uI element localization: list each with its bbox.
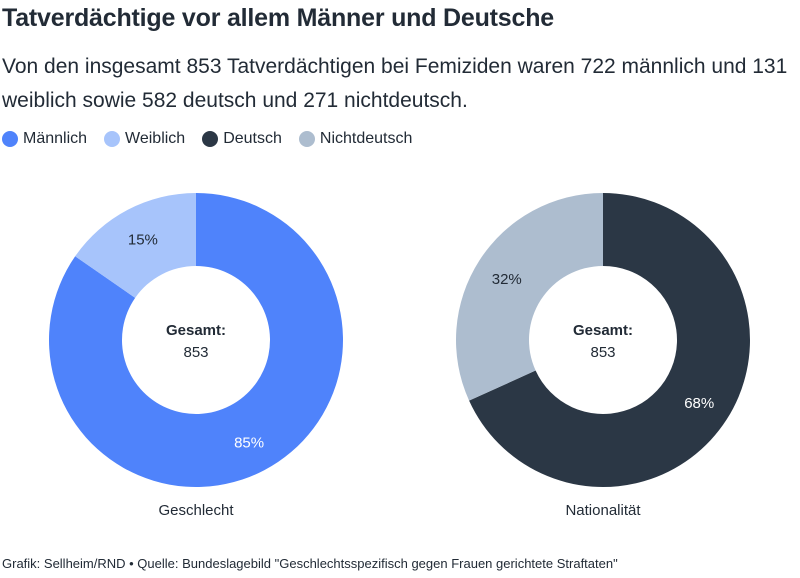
- legend-dot-nichtdeutsch: [298, 131, 315, 147]
- chart-subtitle: Von den insgesamt 853 Tatverdächtigen be…: [2, 55, 788, 112]
- chart-title: Tatverdächtige vor allem Männer und Deut…: [2, 4, 554, 32]
- legend-label-maennlich: Männlich: [23, 130, 88, 147]
- legend-item-deutsch: Deutsch: [202, 130, 282, 148]
- legend: Männlich Weiblich Deutsch Nichtdeutsch: [2, 130, 429, 148]
- legend-item-maennlich: Männlich: [2, 130, 87, 148]
- slice-label-weiblich: 15%: [128, 232, 158, 249]
- slice-label-nichtdeutsch: 32%: [492, 271, 522, 288]
- donut-charts: 85% 15% Gesamt: 853 Geschlecht 68% 32% Gesamt: 8…: [49, 193, 750, 519]
- chart-label-nationalitaet: Nationalität: [565, 502, 641, 519]
- legend-item-nichtdeutsch: Nichtdeutsch: [298, 130, 413, 148]
- slice-label-deutsch: 68%: [684, 395, 714, 412]
- legend-label-nichtdeutsch: Nichtdeutsch: [319, 130, 413, 147]
- chart-label-geschlecht: Geschlecht: [158, 502, 234, 519]
- donut-slice-maennlich: [49, 193, 344, 487]
- center-value-0: 853: [183, 344, 208, 361]
- slice-label-maennlich: 85%: [234, 434, 264, 451]
- legend-dot-weiblich: [104, 131, 121, 147]
- legend-label-weiblich: Weiblich: [125, 130, 186, 147]
- center-value-1: 853: [590, 344, 615, 361]
- legend-dot-deutsch: [202, 131, 219, 147]
- donut-slice-deutsch: [469, 193, 750, 488]
- center-title-1: Gesamt:: [573, 322, 633, 339]
- center-title-0: Gesamt:: [166, 322, 226, 339]
- legend-dot-maennlich: [2, 131, 18, 147]
- legend-label-deutsch: Deutsch: [223, 130, 282, 147]
- donut-slice-weiblich: [75, 193, 196, 298]
- donut-slice-nichtdeutsch: [455, 193, 603, 401]
- source-note: Grafik: Sellheim/RND • Quelle: Bundeslag…: [2, 556, 618, 571]
- legend-item-weiblich: Weiblich: [104, 130, 185, 148]
